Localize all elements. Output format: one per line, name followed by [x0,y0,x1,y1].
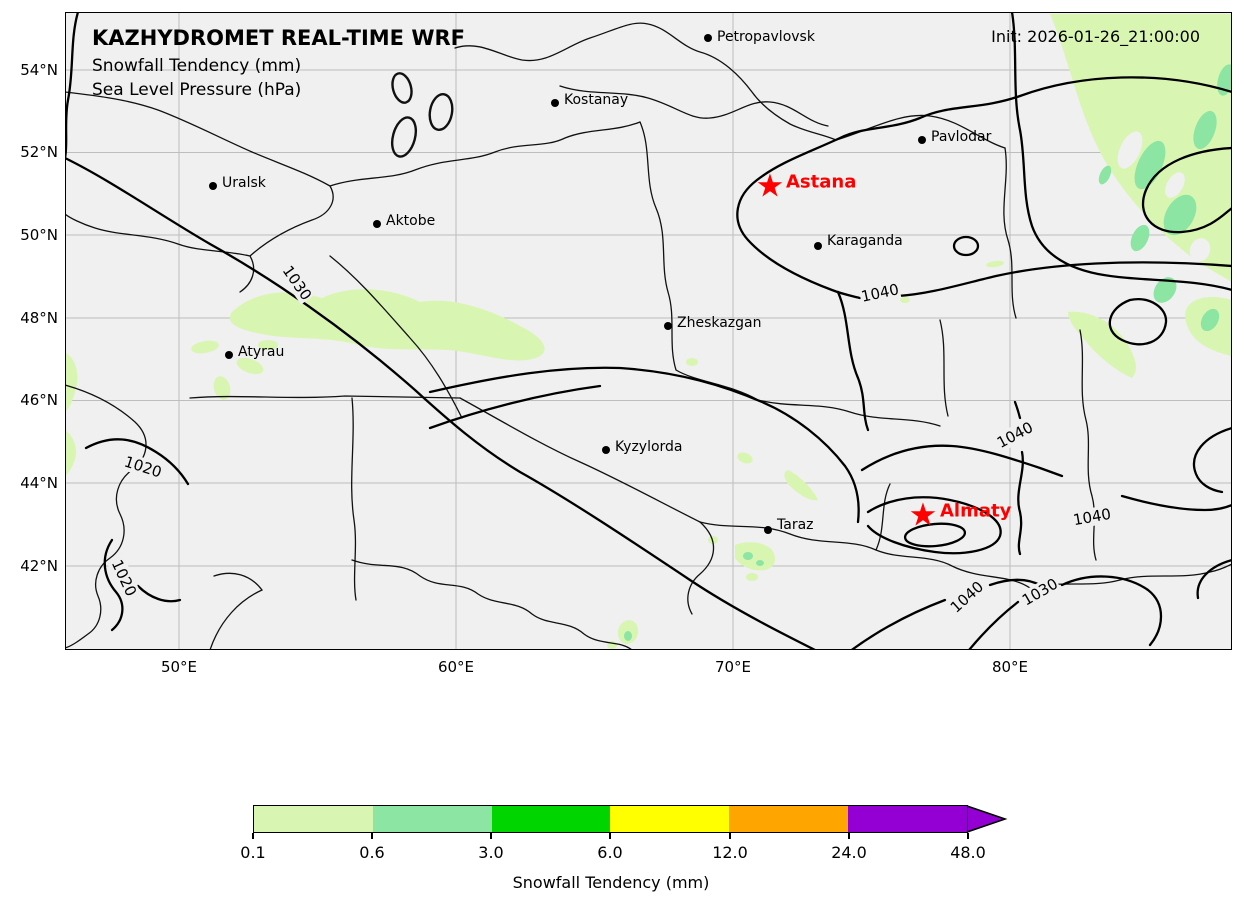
colorbar-seg-0 [254,806,373,832]
xtick-60e: 60°E [437,658,475,676]
colorbar-ticklabel: 0.6 [359,843,385,862]
city-dot [373,220,381,228]
ytick-50n: 50°N [20,226,58,244]
city-label: Petropavlovsk [717,29,815,45]
city-label: Atyrau [238,344,285,360]
colorbar-tick [490,833,492,839]
star-icon: ★ [755,166,785,205]
colorbar-seg-3 [610,806,730,832]
colorbar-ticklabel: 12.0 [712,843,748,862]
city-dot [664,322,672,330]
colorbar-ticklabel: 0.1 [240,843,266,862]
xtick-80e: 80°E [991,658,1029,676]
colorbar-seg-4 [729,806,849,832]
colorbar-tick [967,833,969,839]
colorbar-ticklabel: 3.0 [478,843,504,862]
city-label: Taraz [777,517,814,533]
city-dot [704,34,712,42]
colorbar-title: Snowfall Tendency (mm) [512,873,710,892]
init-time-label: Init: 2026-01-26_21:00:00 [991,27,1200,46]
colorbar-tick [848,833,850,839]
city-dot [209,182,217,190]
city-dot [551,99,559,107]
colorbar-tick [252,833,254,839]
capital-label: Almaty [940,500,1012,522]
city-label: Pavlodar [931,129,992,145]
city-dot [764,526,772,534]
ytick-54n: 54°N [20,61,58,79]
ytick-52n: 52°N [20,143,58,161]
ytick-44n: 44°N [20,474,58,492]
capital-label: Astana [786,171,857,193]
colorbar-ticklabel: 48.0 [950,843,986,862]
colorbar-ticklabel: 6.0 [597,843,623,862]
map-subtitle-pressure: Sea Level Pressure (hPa) [92,80,302,100]
colorbar: 0.1 0.6 3.0 6.0 12.0 24.0 48.0 Snowfall … [240,805,1008,892]
xtick-70e: 70°E [714,658,752,676]
city-label: Uralsk [222,175,266,191]
map-canvas [65,12,1232,650]
city-label: Aktobe [386,213,436,229]
map-subtitle-snowfall: Snowfall Tendency (mm) [92,56,302,76]
colorbar-seg-1 [372,806,492,832]
colorbar-bar [253,805,968,833]
ytick-48n: 48°N [20,309,58,327]
colorbar-tick [609,833,611,839]
city-dot [225,351,233,359]
city-dot [918,136,926,144]
city-dot [814,242,822,250]
colorbar-ticklabel: 24.0 [831,843,867,862]
city-label: Karaganda [827,233,903,249]
star-icon: ★ [908,495,938,534]
colorbar-seg-5 [848,806,967,832]
ytick-42n: 42°N [20,557,58,575]
map-title: KAZHYDROMET REAL-TIME WRF [92,26,466,50]
colorbar-extend-arrow [967,805,1008,833]
city-dot [602,446,610,454]
xtick-50e: 50°E [160,658,198,676]
city-label: Kyzylorda [615,439,683,455]
city-label: Zheskazgan [677,315,762,331]
colorbar-tick [371,833,373,839]
city-label: Kostanay [564,92,629,108]
colorbar-tick [729,833,731,839]
ytick-46n: 46°N [20,391,58,409]
colorbar-seg-2 [491,806,611,832]
